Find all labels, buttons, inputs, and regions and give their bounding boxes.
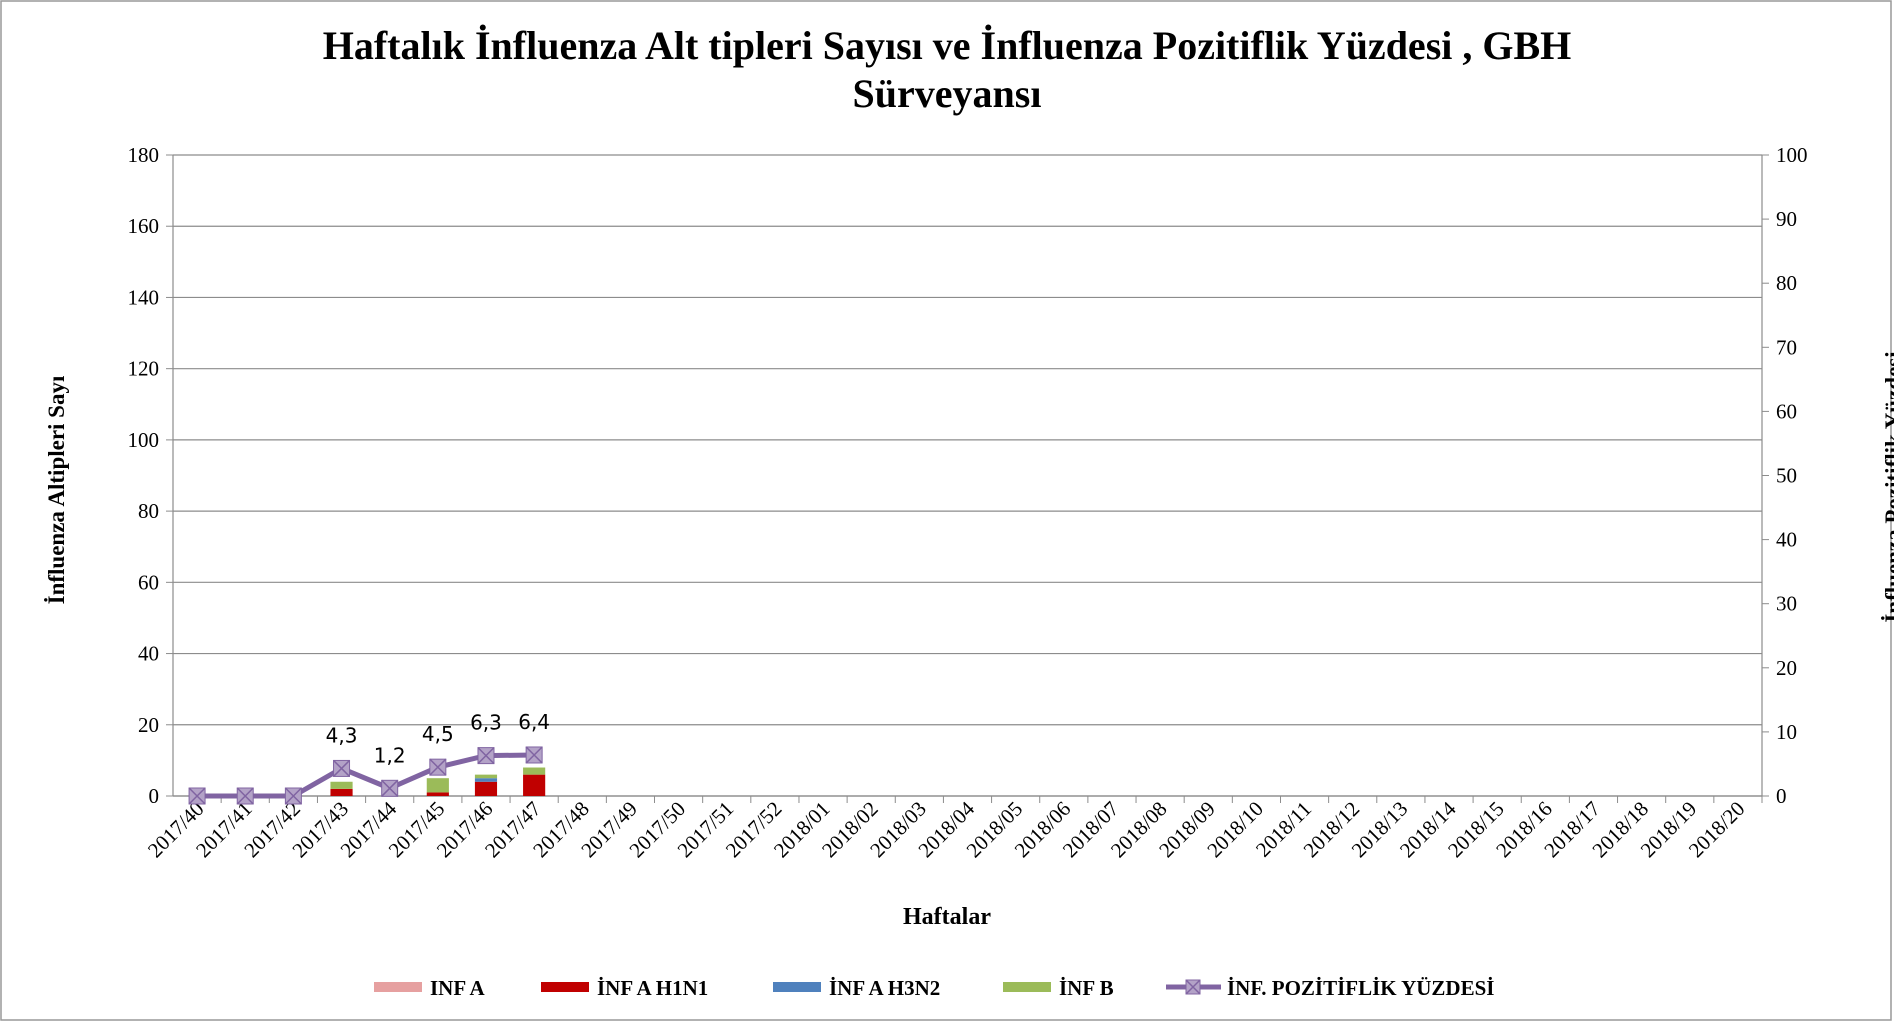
y-tick-label: 180: [128, 143, 160, 167]
y2-tick-label: 80: [1776, 271, 1797, 295]
legend-swatch: [1003, 982, 1051, 992]
y2-tick-label: 20: [1776, 656, 1797, 680]
y2-tick-label: 0: [1776, 784, 1787, 808]
y-axis-label: İnfluenza Altipleri Sayı: [44, 375, 69, 605]
y-tick-label: 80: [138, 499, 159, 523]
y-tick-label: 60: [138, 570, 159, 594]
bar: [426, 778, 449, 793]
marker-cross: [188, 787, 206, 805]
bar: [474, 781, 498, 796]
y-tick-label: 0: [149, 784, 160, 808]
legend-swatch: [773, 982, 821, 992]
data-label: 1,2: [374, 743, 406, 767]
legend-label: İNF. POZİTİFLİK YÜZDESİ: [1227, 976, 1494, 1000]
data-label: 6,3: [470, 711, 502, 735]
y-tick-label: 100: [128, 428, 160, 452]
marker-cross: [381, 779, 399, 797]
marker-cross: [284, 787, 302, 805]
y2-tick-label: 60: [1776, 399, 1797, 423]
marker-cross: [236, 787, 254, 805]
marker-cross: [332, 759, 351, 777]
bar: [523, 767, 546, 775]
legend-label: İNF A H3N2: [829, 976, 940, 1000]
bar: [474, 774, 498, 779]
y-tick-label: 140: [128, 285, 160, 309]
legend-swatch: [374, 982, 422, 992]
marker-cross: [429, 758, 447, 776]
y2-axis-label: İnfluenza Pozitiflik Yüzdesi: [1881, 351, 1894, 623]
chart-title: Haftalık İnfluenza Alt tipleri Sayısı ve…: [322, 23, 1572, 116]
y-tick-label: 160: [128, 214, 160, 238]
y-tick-label: 120: [128, 357, 160, 381]
y2-tick-label: 90: [1776, 207, 1797, 231]
data-label: 6,4: [518, 710, 550, 734]
y2-tick-label: 40: [1776, 528, 1797, 552]
legend-label: İNF A H1N1: [597, 976, 708, 1000]
y-tick-label: 40: [138, 642, 159, 666]
legend-marker-cross: [1185, 979, 1201, 995]
marker-cross: [477, 747, 495, 765]
bar: [426, 792, 449, 796]
y2-tick-label: 70: [1776, 335, 1797, 359]
bar: [330, 781, 353, 789]
legend-label: INF A: [430, 976, 485, 1000]
bar: [474, 778, 498, 782]
data-label: 4,5: [422, 722, 454, 746]
bar: [330, 788, 353, 796]
y2-tick-label: 50: [1776, 464, 1797, 488]
legend-label: İNF B: [1059, 976, 1114, 1000]
y2-tick-label: 100: [1776, 143, 1808, 167]
data-label: 4,3: [326, 723, 358, 747]
y2-tick-label: 10: [1776, 720, 1797, 744]
legend-swatch: [541, 982, 589, 992]
y2-tick-label: 30: [1776, 592, 1797, 616]
marker-cross: [525, 746, 543, 764]
y-tick-label: 20: [138, 713, 159, 737]
x-axis-label: Haftalar: [903, 904, 991, 930]
bar: [523, 774, 546, 796]
